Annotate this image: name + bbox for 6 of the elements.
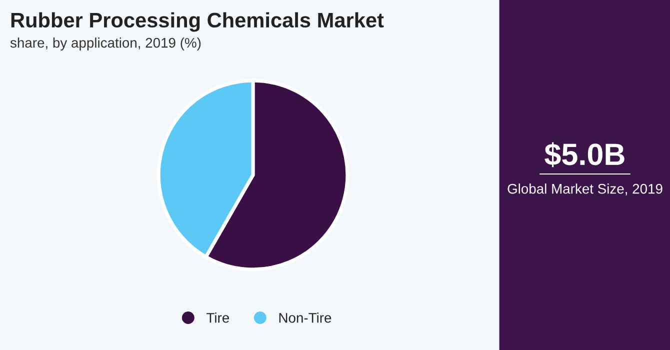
chart-title: Rubber Processing Chemicals Market [11, 12, 384, 32]
text: $5.0B [544, 142, 624, 168]
legend-label: Non-Tire [279, 312, 332, 323]
legend-label: Tire [206, 312, 229, 323]
chart-subtitle: share, by application, 2019 (%) [10, 38, 201, 50]
text: Global Market Size, 2019 [508, 184, 662, 196]
